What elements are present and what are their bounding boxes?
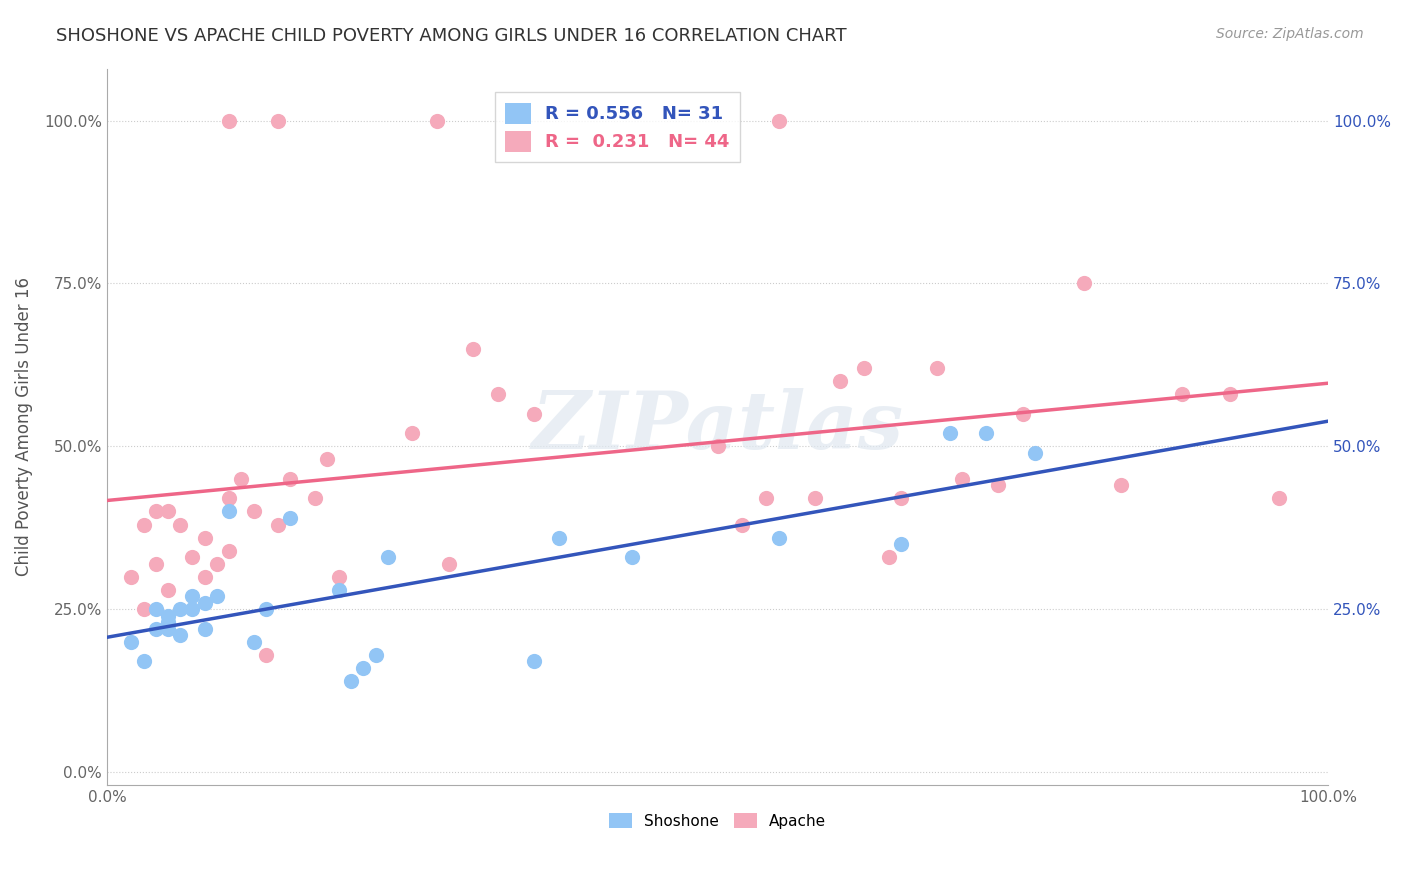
Point: [547, 531, 569, 545]
Y-axis label: Child Poverty Among Girls Under 16: Child Poverty Among Girls Under 16: [15, 277, 32, 576]
Point: [194, 569, 217, 583]
Point: [1268, 491, 1291, 506]
Point: [169, 602, 191, 616]
Point: [145, 602, 167, 616]
Point: [157, 622, 180, 636]
Point: [145, 622, 167, 636]
Point: [218, 543, 240, 558]
Point: [437, 557, 460, 571]
Point: [804, 491, 827, 506]
Point: [890, 537, 912, 551]
Point: [278, 511, 301, 525]
Point: [1073, 277, 1095, 291]
Point: [304, 491, 326, 506]
Point: [278, 472, 301, 486]
Point: [181, 589, 204, 603]
Point: [523, 654, 546, 668]
Point: [254, 648, 277, 662]
Point: [987, 478, 1010, 492]
Point: [145, 557, 167, 571]
Point: [1170, 387, 1192, 401]
Point: [1109, 478, 1132, 492]
Point: [877, 550, 900, 565]
Point: [181, 602, 204, 616]
Point: [890, 491, 912, 506]
Point: [157, 582, 180, 597]
Point: [254, 602, 277, 616]
Point: [328, 582, 350, 597]
Point: [768, 113, 790, 128]
Point: [218, 504, 240, 518]
Point: [120, 569, 142, 583]
Point: [377, 550, 399, 565]
Point: [621, 550, 644, 565]
Point: [181, 550, 204, 565]
Point: [828, 374, 851, 388]
Point: [523, 407, 546, 421]
Point: [853, 361, 876, 376]
Point: [768, 531, 790, 545]
Point: [231, 472, 253, 486]
Point: [974, 426, 997, 441]
Point: [194, 596, 217, 610]
Point: [132, 602, 155, 616]
Text: SHOSHONE VS APACHE CHILD POVERTY AMONG GIRLS UNDER 16 CORRELATION CHART: SHOSHONE VS APACHE CHILD POVERTY AMONG G…: [56, 27, 846, 45]
Point: [242, 504, 264, 518]
Text: ZIPatlas: ZIPatlas: [531, 388, 904, 466]
Point: [340, 673, 363, 688]
Point: [194, 531, 217, 545]
Point: [157, 504, 180, 518]
Point: [267, 113, 290, 128]
Point: [755, 491, 778, 506]
Point: [364, 648, 387, 662]
Point: [267, 517, 290, 532]
Point: [927, 361, 949, 376]
Point: [463, 342, 485, 356]
Point: [1024, 446, 1046, 460]
Point: [120, 634, 142, 648]
Point: [218, 491, 240, 506]
Point: [950, 472, 973, 486]
Point: [218, 113, 240, 128]
Point: [157, 608, 180, 623]
Point: [1011, 407, 1033, 421]
Point: [132, 654, 155, 668]
Point: [486, 387, 509, 401]
Point: [205, 557, 228, 571]
Point: [132, 517, 155, 532]
Point: [242, 634, 264, 648]
Point: [145, 504, 167, 518]
Point: [731, 517, 754, 532]
Point: [169, 628, 191, 642]
Text: Source: ZipAtlas.com: Source: ZipAtlas.com: [1216, 27, 1364, 41]
Point: [352, 661, 374, 675]
Point: [706, 439, 728, 453]
Point: [328, 569, 350, 583]
Point: [205, 589, 228, 603]
Legend: Shoshone, Apache: Shoshone, Apache: [603, 806, 832, 835]
Point: [426, 113, 449, 128]
Point: [194, 622, 217, 636]
Point: [315, 452, 337, 467]
Point: [157, 615, 180, 630]
Point: [401, 426, 423, 441]
Point: [169, 517, 191, 532]
Point: [1219, 387, 1241, 401]
Point: [938, 426, 960, 441]
